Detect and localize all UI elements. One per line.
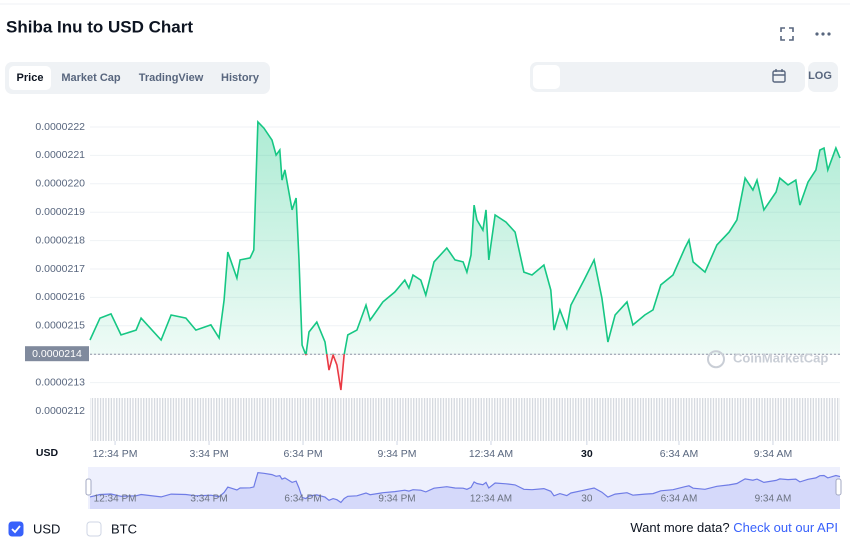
baseline-label: 0.0000214: [32, 348, 82, 360]
nav-area: [90, 472, 840, 509]
log-button-bg: [808, 62, 838, 92]
x-tick-label: 30: [581, 448, 593, 460]
nav-tick-label: 30: [581, 494, 593, 505]
y-tick-label: 0.0000212: [35, 405, 85, 417]
x-tick-label: 3:34 PM: [189, 448, 228, 460]
checkbox[interactable]: [8, 521, 24, 537]
nav-tick-label: 12:34 AM: [470, 494, 512, 505]
watermark-logo: [707, 350, 725, 369]
checkmark: [11, 525, 21, 534]
currency-label[interactable]: BTC: [111, 521, 137, 536]
nav-line: [89, 471, 841, 504]
tab[interactable]: TradingView: [139, 72, 204, 84]
y-tick-label: 0.0000218: [35, 234, 85, 246]
active-range: [533, 65, 560, 89]
y-tick-label: 0.0000220: [35, 178, 85, 190]
api-prompt: Want more data?: [630, 520, 729, 535]
fullscreen-icon[interactable]: [780, 27, 794, 41]
active-tab: [9, 66, 51, 90]
x-tick-label: 9:34 AM: [754, 448, 793, 460]
tab-group: [5, 62, 270, 94]
tab[interactable]: Market Cap: [61, 72, 121, 84]
x-tick-label: 12:34 AM: [469, 448, 513, 460]
y-unit-label: USD: [36, 447, 59, 459]
nav-tick-label: 6:34 PM: [284, 494, 321, 505]
baseline-label-bg: [25, 346, 89, 362]
volume-bars: [90, 398, 840, 441]
x-tick-label: 12:34 PM: [93, 448, 138, 460]
y-tick-label: 0.0000216: [35, 291, 85, 303]
y-tick-label: 0.0000213: [35, 376, 85, 388]
nav-tick-label: 3:34 PM: [190, 494, 227, 505]
y-tick-label: 0.0000219: [35, 206, 85, 218]
nav-tick-label: 9:34 PM: [378, 494, 415, 505]
tab[interactable]: History: [221, 72, 260, 84]
watermark: CoinMarketCap: [733, 351, 828, 366]
chart-title: Shiba Inu to USD Chart: [6, 17, 193, 36]
price-line-up: [89, 119, 841, 355]
y-tick-label: 0.0000222: [35, 121, 85, 133]
price-area: [90, 121, 840, 355]
nav-tick-label: 12:34 PM: [94, 494, 137, 505]
y-tick-label: 0.0000215: [35, 320, 85, 332]
x-tick-label: 9:34 PM: [377, 448, 416, 460]
y-tick-label: 0.0000217: [35, 263, 85, 275]
tab[interactable]: Price: [17, 72, 44, 84]
calendar-icon[interactable]: [772, 69, 786, 83]
x-tick-label: 6:34 PM: [283, 448, 322, 460]
y-tick-label: 0.0000221: [35, 149, 85, 161]
currency-label[interactable]: USD: [33, 521, 60, 536]
more-icon[interactable]: [815, 32, 831, 36]
api-link[interactable]: Check out our API: [733, 520, 838, 535]
api-text: Want more data? Check out our API: [630, 520, 838, 535]
nav-tick-label: 6:34 AM: [661, 494, 698, 505]
range-group: [530, 62, 805, 92]
x-tick-label: 6:34 AM: [660, 448, 699, 460]
nav-handle[interactable]: [85, 478, 92, 496]
nav-handle[interactable]: [835, 478, 842, 496]
nav-tick-label: 9:34 AM: [755, 494, 792, 505]
checkbox[interactable]: [86, 521, 102, 537]
log-button[interactable]: LOG: [808, 70, 832, 82]
